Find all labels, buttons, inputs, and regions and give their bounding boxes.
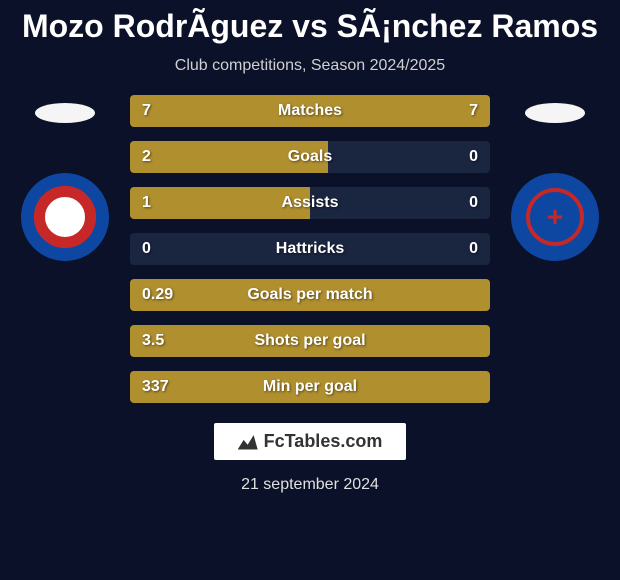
stat-value-left: 2 — [142, 148, 151, 166]
stat-label: Goals — [288, 148, 332, 166]
stat-label: Hattricks — [276, 240, 344, 258]
team-right-column — [500, 95, 610, 261]
stat-label: Matches — [278, 102, 342, 120]
stat-row: 337 Min per goal — [130, 371, 490, 403]
team-badge-right — [511, 173, 599, 261]
stat-label: Shots per goal — [254, 332, 365, 350]
stat-value-left: 337 — [142, 378, 169, 396]
page-title: Mozo RodrÃ­guez vs SÃ¡nchez Ramos — [22, 8, 598, 45]
stat-row: 1 Assists 0 — [130, 187, 490, 219]
comparison-content: 7 Matches 7 2 Goals 0 1 Assists 0 0 Hattricks 0 0.29… — [0, 95, 620, 403]
country-flag-left — [35, 103, 95, 123]
stat-label: Goals per match — [247, 286, 372, 304]
stat-row: 2 Goals 0 — [130, 141, 490, 173]
stats-column: 7 Matches 7 2 Goals 0 1 Assists 0 0 Hattricks 0 0.29… — [120, 95, 500, 403]
stat-label: Min per goal — [263, 378, 357, 396]
stat-bar-empty — [328, 141, 490, 173]
logo-text: FcTables.com — [264, 431, 383, 452]
stat-value-left: 0 — [142, 240, 151, 258]
team-badge-left — [21, 173, 109, 261]
stat-row: 0.29 Goals per match — [130, 279, 490, 311]
stat-label: Assists — [282, 194, 339, 212]
stat-value-right: 0 — [469, 148, 478, 166]
stat-value-right: 0 — [469, 194, 478, 212]
stat-value-right: 7 — [469, 102, 478, 120]
subtitle: Club competitions, Season 2024/2025 — [175, 57, 445, 75]
chart-icon — [238, 434, 258, 450]
stat-value-right: 0 — [469, 240, 478, 258]
stat-value-left: 1 — [142, 194, 151, 212]
stat-value-left: 0.29 — [142, 286, 173, 304]
stat-row: 3.5 Shots per goal — [130, 325, 490, 357]
country-flag-right — [525, 103, 585, 123]
team-left-column — [10, 95, 120, 261]
stat-row: 0 Hattricks 0 — [130, 233, 490, 265]
stat-row: 7 Matches 7 — [130, 95, 490, 127]
stat-value-left: 3.5 — [142, 332, 164, 350]
site-logo: FcTables.com — [214, 423, 407, 460]
date-label: 21 september 2024 — [241, 476, 379, 494]
stat-value-left: 7 — [142, 102, 151, 120]
